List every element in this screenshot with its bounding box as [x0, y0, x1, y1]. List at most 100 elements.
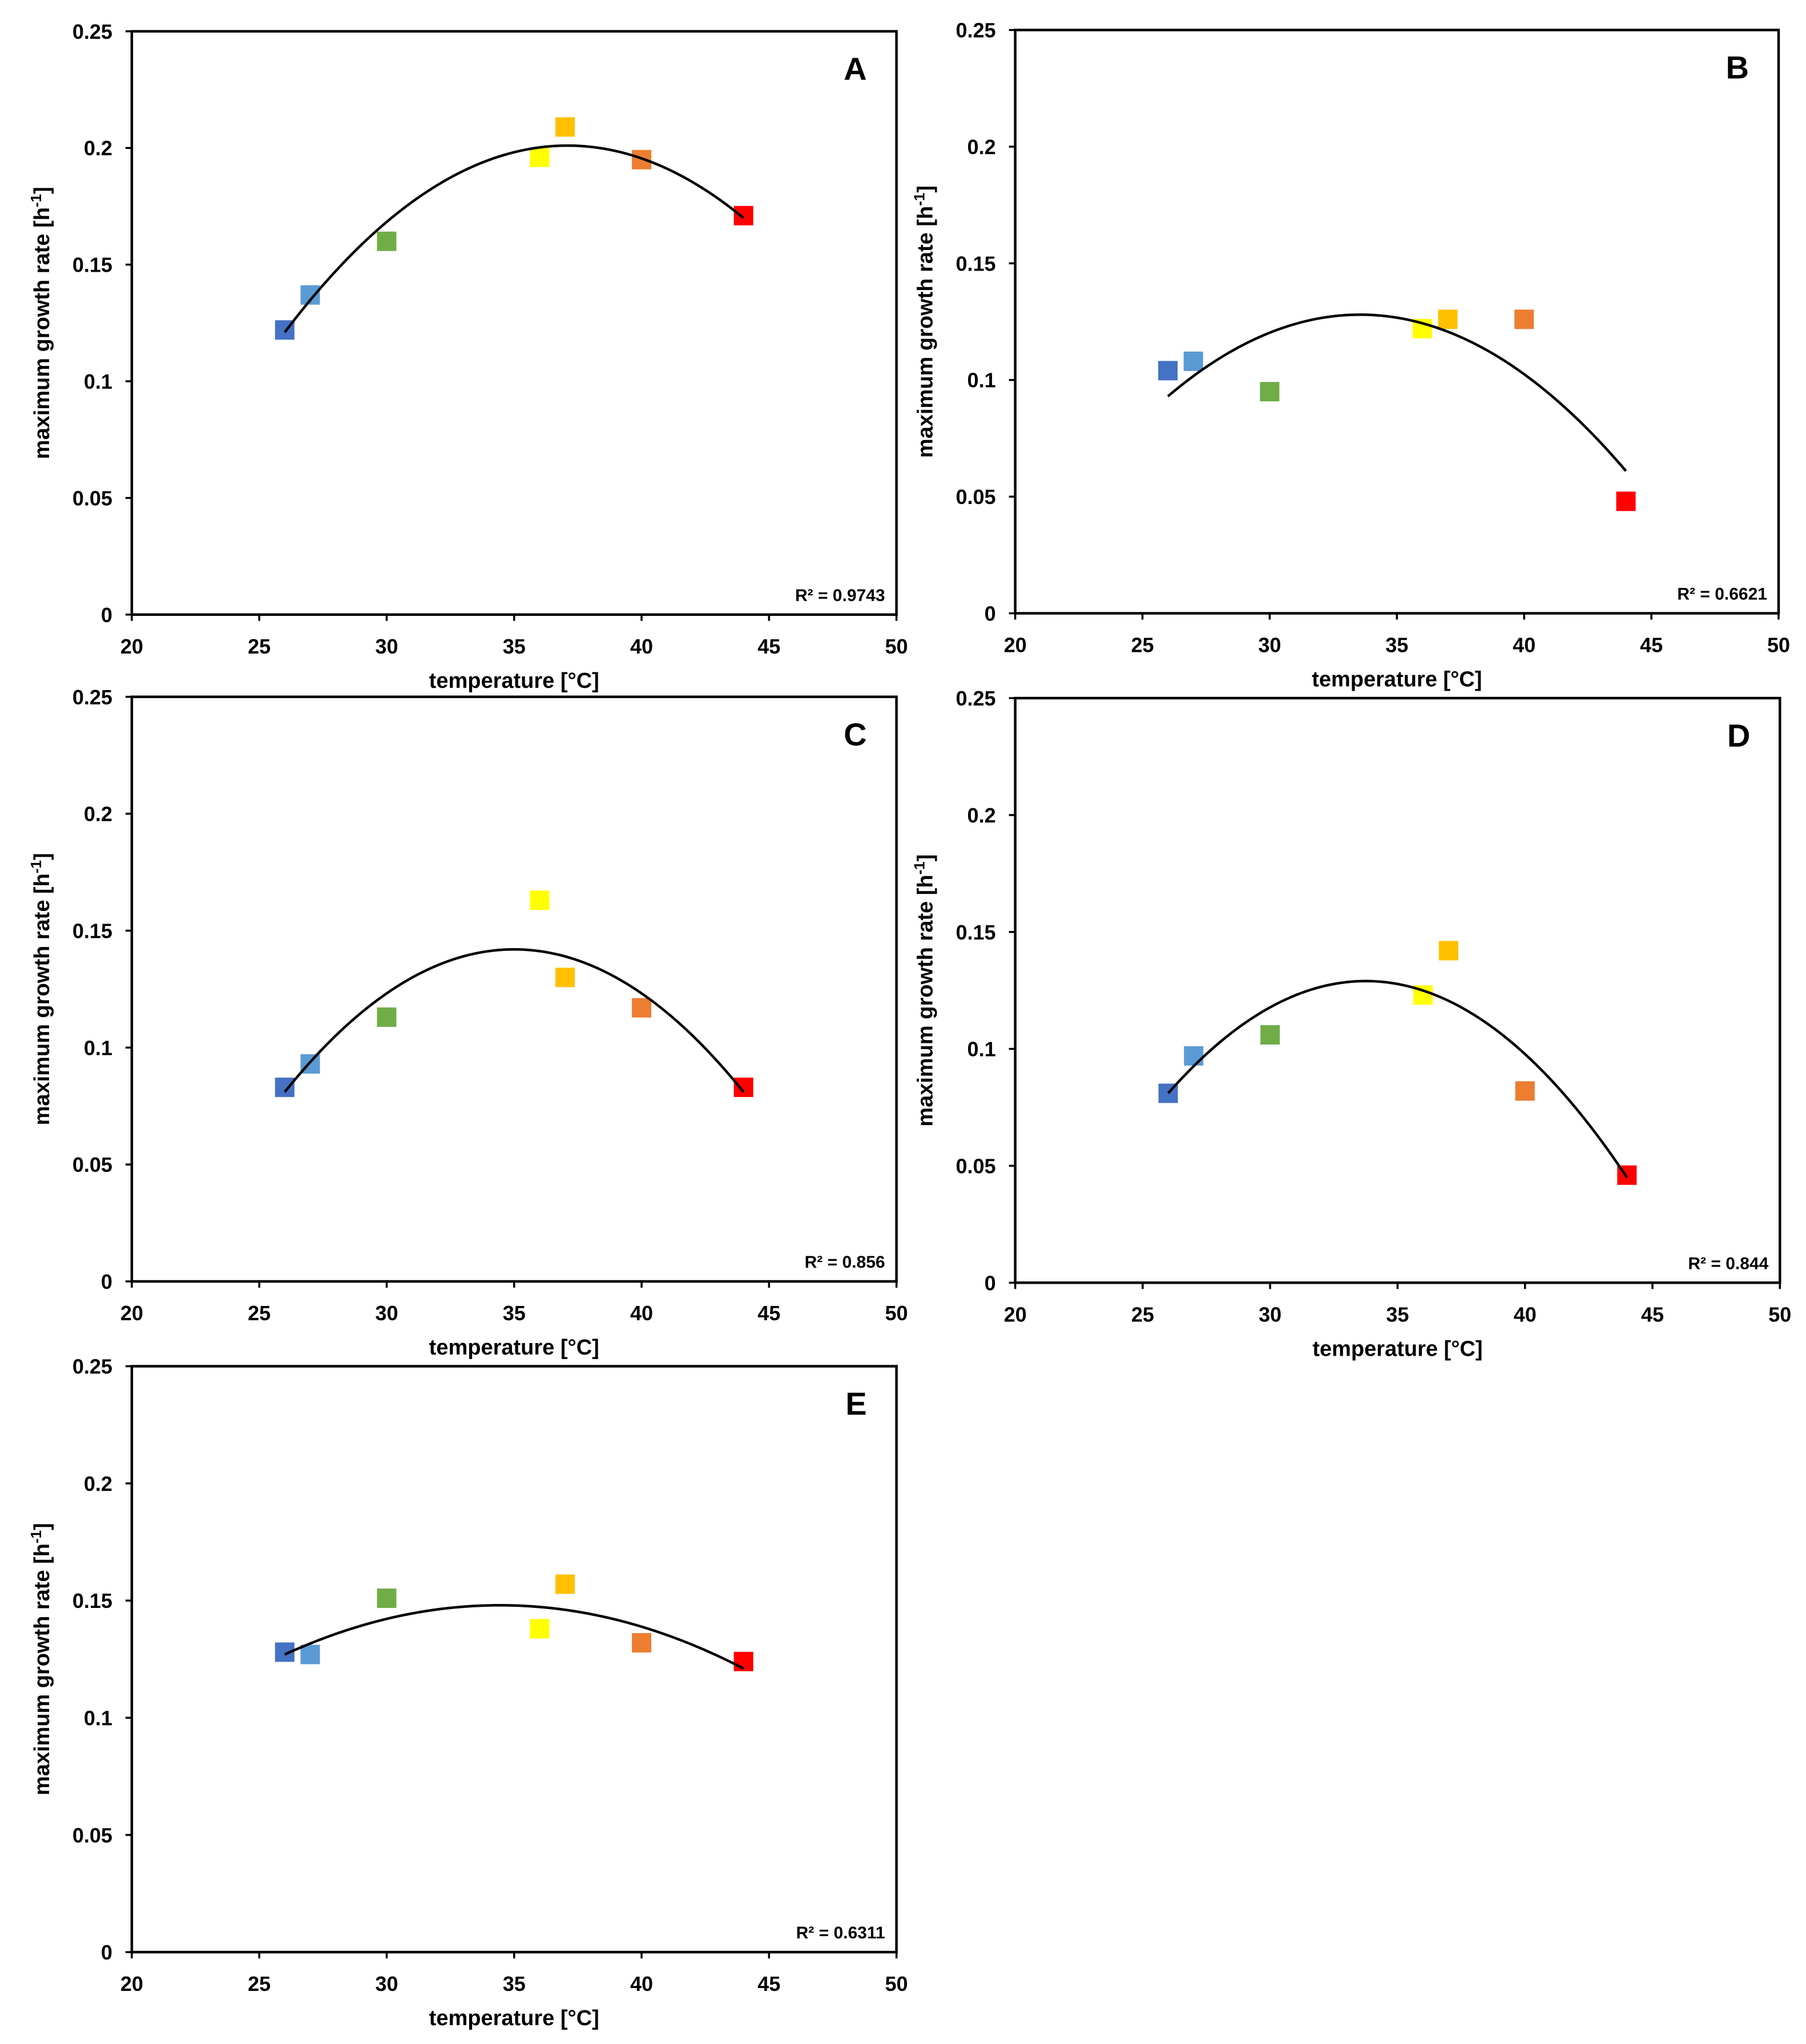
- chart-b-point-27c: [1183, 352, 1203, 372]
- chart-d-x-tick-label: 40: [1514, 1303, 1537, 1326]
- chart-a-panel-letter: A: [844, 51, 866, 87]
- chart-a: 20 25 30 35 40 45 50 0 0.05 0.1 0.15 0.2 0.25 tempera…: [27, 20, 908, 693]
- chart-d-y-tick-label: 0.05: [956, 1154, 996, 1178]
- chart-d-point-30c: [1260, 1025, 1280, 1045]
- chart-c: 20 25 30 35 40 45 50 0 0.05 0.1 0.15 0.2 0.25 tempera…: [27, 686, 908, 1360]
- chart-d-x-tick-label: 35: [1386, 1303, 1409, 1326]
- chart-c-trendline: [284, 948, 745, 1093]
- chart-b-x-tick-label: 35: [1385, 633, 1408, 656]
- chart-b-r-squared: R² = 0.6621: [1677, 584, 1767, 603]
- chart-c-y-tick-label: 0.1: [84, 1036, 112, 1059]
- chart-e-x-tick-label: 50: [885, 1972, 908, 1995]
- chart-e-r-squared: R² = 0.6311: [796, 1924, 885, 1942]
- chart-e-point-40c: [632, 1633, 652, 1653]
- chart-c-x-tick-label: 35: [503, 1301, 526, 1325]
- chart-b-y-tick-label: 0.2: [968, 135, 996, 159]
- chart-d-x-tick-label: 20: [1004, 1303, 1027, 1326]
- chart-a-x-tick-label: 25: [248, 635, 271, 658]
- chart-d-y-tick-label: 0: [985, 1271, 996, 1295]
- chart-e-y-axis-title: maximum growth rate [h-1]: [27, 1523, 54, 1795]
- chart-a-y-axis-title: maximum growth rate [h-1]: [27, 187, 54, 459]
- chart-c-point-40c: [632, 998, 652, 1018]
- chart-e-x-tick-label: 25: [248, 1972, 271, 1995]
- chart-d-y-tick-label: 0.2: [968, 804, 996, 827]
- chart-b-x-tick-label: 30: [1258, 633, 1281, 656]
- chart-a-x-tick-label: 40: [630, 635, 653, 658]
- chart-c-point-26c: [275, 1077, 295, 1097]
- chart-b-y-axis-title: maximum growth rate [h-1]: [911, 186, 938, 458]
- chart-a-point-44c: [733, 205, 753, 225]
- chart-d-x-tick-label: 30: [1259, 1303, 1281, 1326]
- chart-a-y-tick-label: 0.05: [72, 486, 112, 510]
- chart-d-y-tick-label: 0.25: [956, 687, 996, 710]
- chart-c-plot-frame: [130, 695, 898, 1283]
- chart-c-x-tick-label: 20: [120, 1301, 143, 1325]
- chart-a-x-tick-label: 30: [375, 635, 398, 658]
- chart-c-y-tick-label: 0.25: [72, 686, 112, 709]
- chart-a-trendline: [284, 144, 745, 333]
- chart-e-y-tick-label: 0.15: [72, 1589, 112, 1612]
- chart-b-point-44c: [1616, 491, 1636, 511]
- chart-a-x-tick-label: 20: [120, 635, 143, 658]
- chart-a-r-squared: R² = 0.9743: [795, 586, 885, 605]
- chart-d-r-squared: R² = 0.844: [1688, 1254, 1768, 1273]
- chart-b-y-tick-label: 0.05: [956, 485, 996, 509]
- chart-e-y-tick-label: 0.25: [72, 1355, 112, 1378]
- chart-c-r-squared: R² = 0.856: [805, 1253, 885, 1272]
- chart-b-x-tick-label: 45: [1640, 633, 1663, 656]
- chart-e-plot-frame: [130, 1365, 898, 1954]
- chart-a-y-tick-label: 0.2: [84, 136, 112, 160]
- chart-d-panel-letter: D: [1727, 717, 1750, 753]
- chart-b-y-tick-label: 0.1: [968, 369, 996, 392]
- chart-a-x-tick-label: 50: [885, 635, 908, 658]
- chart-d-x-axis-title: temperature [°C]: [1312, 1337, 1482, 1361]
- chart-d-point-40c: [1515, 1081, 1535, 1101]
- chart-c-x-tick-label: 50: [885, 1301, 908, 1325]
- chart-e-point-37c: [555, 1574, 575, 1594]
- chart-e-y-tick-label: 0.2: [84, 1472, 112, 1495]
- chart-e: 20 25 30 35 40 45 50 0 0.05 0.1 0.15 0.2 0.25 tempera…: [27, 1355, 908, 2030]
- chart-a-point-37c: [555, 117, 575, 137]
- chart-a-x-tick-label: 35: [503, 635, 526, 658]
- chart-e-x-tick-label: 40: [630, 1972, 653, 1995]
- chart-c-x-tick-label: 40: [630, 1301, 653, 1325]
- chart-c-x-axis-title: temperature [°C]: [429, 1336, 599, 1360]
- chart-b-panel-letter: B: [1726, 50, 1749, 86]
- chart-d-y-tick-label: 0.1: [968, 1038, 996, 1061]
- chart-b-x-tick-label: 40: [1513, 633, 1535, 656]
- chart-b-x-tick-label: 20: [1004, 633, 1027, 656]
- chart-c-y-tick-label: 0.15: [72, 919, 112, 942]
- chart-e-panel-letter: E: [845, 1386, 866, 1422]
- chart-c-point-44c: [733, 1077, 753, 1097]
- chart-e-x-tick-label: 45: [757, 1972, 780, 1995]
- chart-b-x-tick-label: 50: [1767, 633, 1790, 656]
- chart-a-point-30c: [377, 231, 397, 251]
- chart-e-point-27c: [300, 1644, 320, 1664]
- chart-e-point-30c: [377, 1589, 397, 1608]
- chart-d-x-tick-label: 45: [1641, 1303, 1664, 1326]
- chart-b-point-30c: [1260, 382, 1280, 402]
- chart-e-x-tick-label: 30: [375, 1972, 398, 1995]
- chart-c-point-30c: [377, 1007, 397, 1027]
- chart-d-x-tick-label: 50: [1768, 1303, 1791, 1326]
- chart-b-point-40c: [1514, 309, 1534, 329]
- chart-b-y-tick-label: 0.25: [956, 19, 996, 42]
- chart-b-y-tick-label: 0.15: [956, 252, 996, 275]
- chart-a-y-tick-label: 0.15: [72, 253, 112, 277]
- chart-d-plot-frame: [1014, 696, 1781, 1284]
- chart-c-x-tick-label: 25: [248, 1301, 271, 1325]
- chart-e-x-tick-label: 35: [503, 1972, 526, 1995]
- chart-a-point-36c: [530, 147, 550, 167]
- chart-c-y-tick-label: 0.05: [72, 1153, 112, 1176]
- chart-b: 20 25 30 35 40 45 50 0 0.05 0.1 0.15 0.2 0.25 tempera…: [911, 19, 1790, 692]
- chart-e-x-axis-title: temperature [°C]: [429, 2006, 599, 2030]
- chart-c-panel-letter: C: [844, 716, 866, 752]
- chart-c-y-tick-label: 0.2: [84, 803, 112, 826]
- chart-c-point-37c: [555, 967, 575, 987]
- chart-e-y-tick-label: 0: [101, 1941, 112, 1964]
- chart-a-y-tick-label: 0: [101, 603, 112, 627]
- chart-d-trendline: [1167, 979, 1628, 1179]
- chart-c-x-tick-label: 30: [375, 1301, 398, 1325]
- chart-a-x-tick-label: 45: [757, 635, 780, 658]
